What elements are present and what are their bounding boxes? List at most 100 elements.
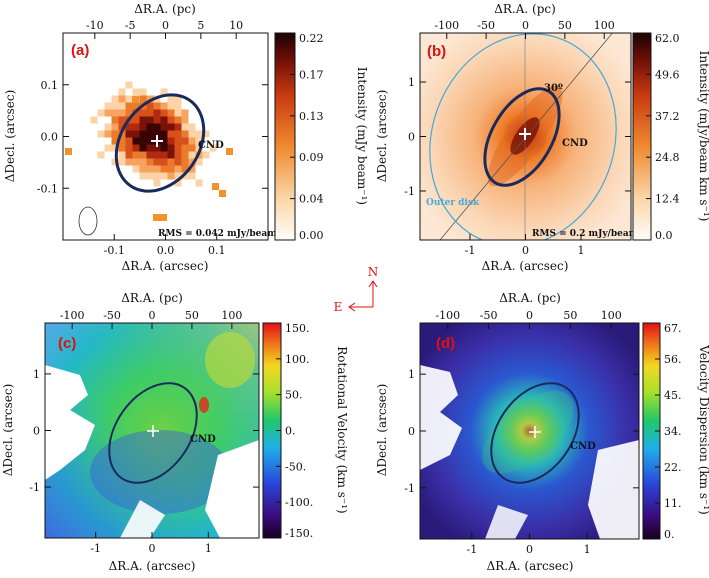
colorbar-tick-label: -150. [285,527,313,540]
intensity-pixel [174,151,182,159]
intensity-pixel [146,109,154,117]
intensity-pixel [125,137,133,145]
intensity-pixel [139,137,147,145]
intensity-pixel [160,144,168,152]
intensity-pixel [118,95,126,103]
compass: N E [334,265,379,314]
top-tick-label: -10 [86,19,104,32]
intensity-pixel [118,137,126,145]
top-tick-label: -50 [477,19,495,32]
intensity-pixel [174,116,182,124]
intensity-pixel [181,158,189,166]
y-tick-label: 0.1 [41,79,59,92]
intensity-pixel [181,123,189,131]
intensity-pixel [153,151,161,159]
panel-b-colorbar-ticks: 62.0 49.6 37.2 24.8 12.4 0.0 [646,32,680,242]
intensity-pixel [125,151,133,159]
panel-b-outer-disk-label: Outer disk [426,198,480,208]
panel-a-axes: -0.1 0.0 0.1 -0.1 0.0 0.1 -10 -5 0 5 10 [37,19,268,257]
intensity-pixel [132,165,140,173]
colorbar-tick-label: 0.22 [299,32,324,45]
panel-d-colorbar-label: Velocity Dispersion (km s⁻¹) [697,344,709,515]
panel-d-y-axis-label: ΔDecl. (arcsec) [375,384,389,477]
panel-a-x-axis-label: ΔR.A. (arcsec) [122,259,209,273]
colorbar-tick-label: -100. [285,496,313,509]
y-tick-label: 1 [408,368,415,381]
panel-d-cnd-label: CND [570,441,596,452]
panel-b: (b) 30º CND Outer disk RMS = 0.2 mJy/bea… [375,2,709,273]
colorbar-tick-label: 0. [285,425,296,438]
top-tick-label: 50 [558,19,572,32]
intensity-pixel [118,158,126,166]
colorbar-tick-label: 100. [285,353,310,366]
panel-a-colorbar-ticks: 0.22 0.17 0.13 0.09 0.04 0.00 [290,32,324,242]
intensity-pixel [146,172,154,180]
intensity-pixel [153,116,161,124]
top-tick-label: 100 [221,309,242,322]
intensity-pixel [160,123,168,131]
intensity-pixel [118,151,126,159]
intensity-pixel [153,179,161,187]
panel-d-blank-region-right [588,440,639,539]
intensity-pixel [174,123,182,131]
top-tick-label: -100 [435,309,460,322]
colorbar-tick-label: 0.04 [299,193,324,206]
top-tick-label: 5 [197,19,204,32]
x-tick-label: 1 [205,542,212,555]
intensity-pixel [132,102,140,110]
intensity-pixel [97,151,105,159]
intensity-pixel [132,130,140,138]
intensity-pixel [125,81,133,89]
intensity-pixel [167,109,175,117]
intensity-pixel [174,144,182,152]
y-tick-label: 0.0 [41,131,59,144]
intensity-pixel [90,116,98,124]
top-tick-label: 100 [594,19,615,32]
panel-c-blank-region-right [205,440,259,538]
x-tick-label: 0.0 [157,244,175,257]
x-tick-label: -1 [90,542,101,555]
intensity-pixel [195,179,203,187]
intensity-pixel [160,102,168,110]
colorbar-tick-label: 62.0 [655,32,680,45]
colorbar-tick-label: 22. [664,461,682,474]
intensity-pixel [139,95,147,103]
panel-d-top-axis-label: ΔR.A. (pc) [499,291,561,305]
x-tick-label: -1 [467,543,478,556]
intensity-pixel [139,165,147,173]
panel-c-top-axis-label: ΔR.A. (pc) [121,291,183,305]
intensity-pixel [195,144,203,152]
intensity-pixel [111,137,119,145]
panel-d-x-axis-label: ΔR.A. (arcsec) [487,559,574,573]
intensity-pixel [97,130,105,138]
panel-a-cnd-label: CND [198,140,224,151]
panel-a-center-cross [151,135,163,147]
panel-a-colorbar-label: Intensity (mJy beam⁻¹) [355,67,369,205]
intensity-pixel [181,116,189,124]
y-tick-label: -1 [404,185,415,198]
intensity-pixel [174,130,182,138]
intensity-pixel [174,158,182,166]
intensity-pixel [132,144,140,152]
top-tick-label: 0 [162,19,169,32]
intensity-pixel [111,102,119,110]
intensity-pixel [181,151,189,159]
panel-a-rms-label: RMS = 0.042 mJy/beam [158,229,277,239]
y-tick-label: 1 [408,76,415,89]
colorbar-tick-label: 0. [664,528,675,541]
panel-c-axes: -1 0 1 -1 0 1 -100 -50 0 50 100 [29,309,259,555]
colorbar-tick-label: 49.6 [655,68,680,81]
intensity-pixel [139,151,147,159]
colorbar-tick-label: -50. [285,460,306,473]
intensity-pixel [146,165,154,173]
intensity-pixel [153,165,161,173]
intensity-pixel [118,123,126,131]
intensity-pixel [188,123,196,131]
panel-a-cnd-ellipse [114,93,206,193]
intensity-pixel [209,144,217,152]
colorbar-tick-label: 0.09 [299,151,324,164]
panel-b-y-axis-label: ΔDecl. (arcsec) [375,90,389,183]
intensity-pixel [174,137,182,145]
intensity-pixel [188,130,196,138]
y-tick-label: -1 [29,481,40,494]
